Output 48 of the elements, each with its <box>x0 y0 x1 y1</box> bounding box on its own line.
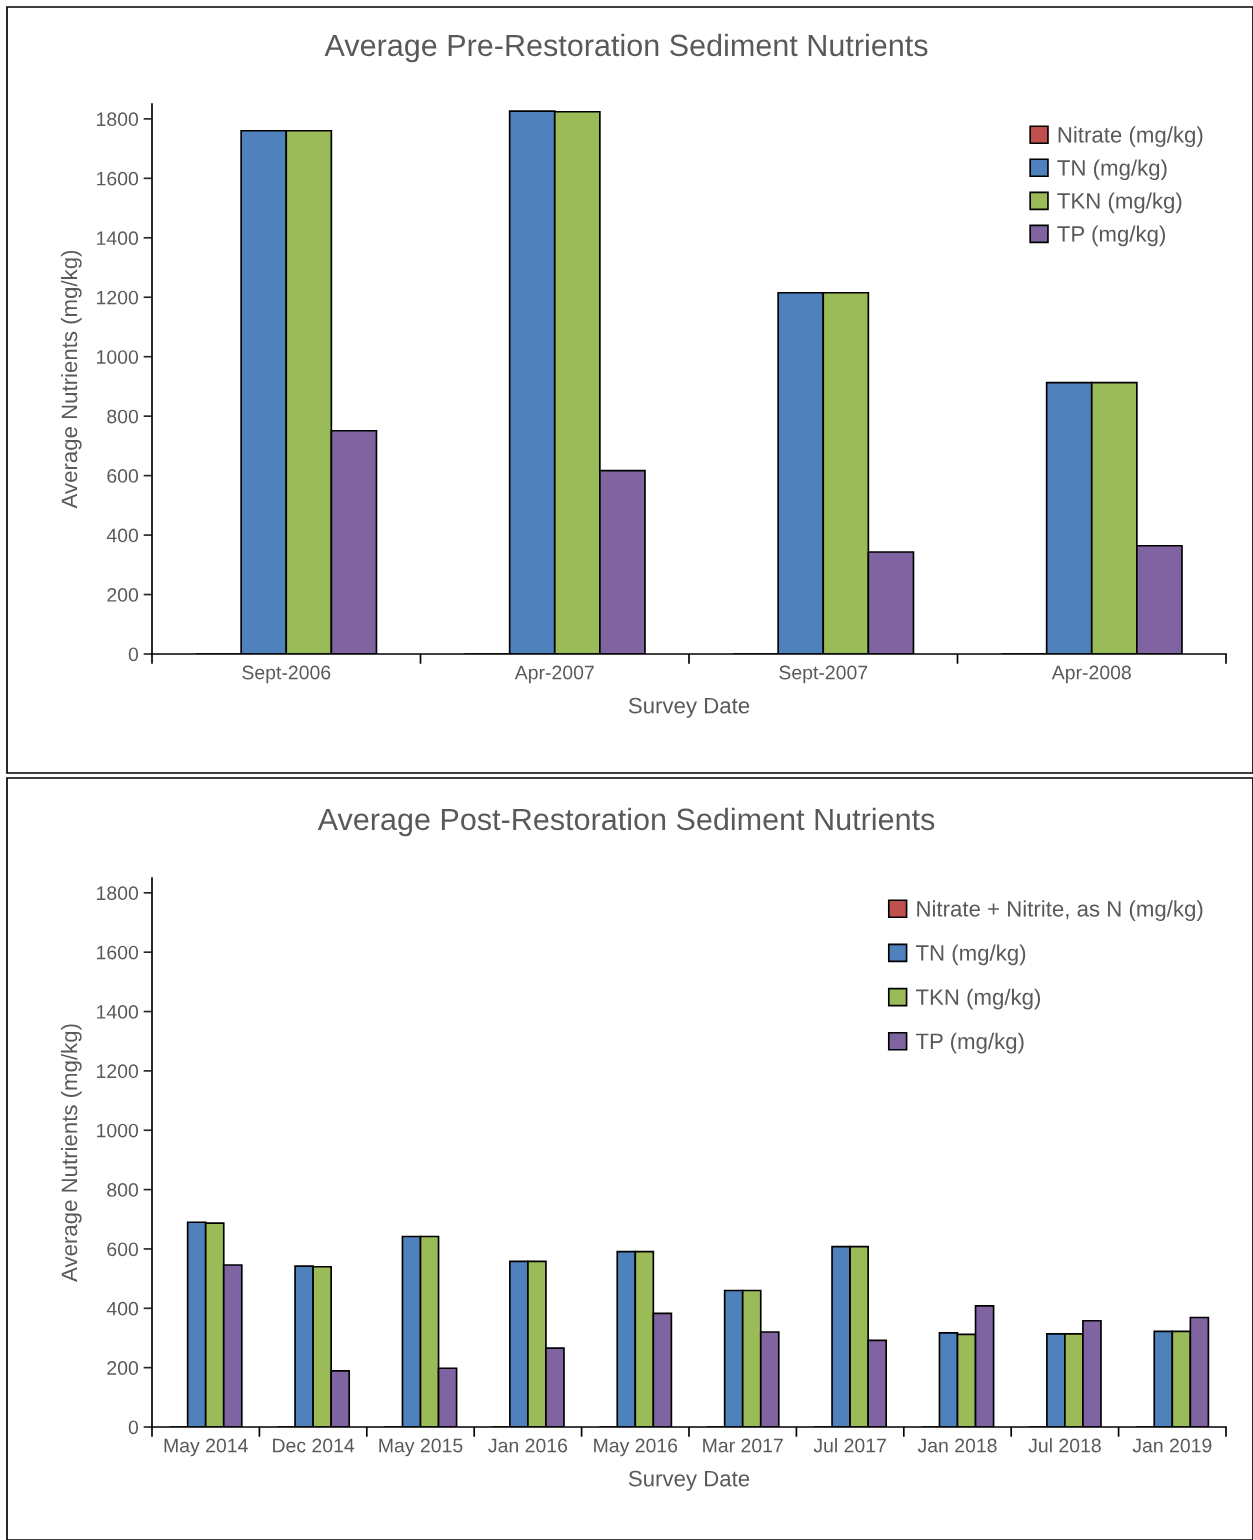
y-tick-label: 1000 <box>97 350 139 364</box>
legend-label: Nitrate + Nitrite, as N (mg/kg) <box>917 900 1203 922</box>
legend-label: TP (mg/kg) <box>1057 225 1165 247</box>
legend-label: Nitrate (mg/kg) <box>1058 126 1203 148</box>
y-axis-title: Average Nutrients (mg/kg) <box>60 1024 82 1282</box>
x-tick-label: Mar 2017 <box>703 1438 783 1453</box>
x-tick-label: May 2015 <box>379 1438 463 1457</box>
y-tick-label: 1200 <box>97 1064 139 1079</box>
x-tick-label: May 2014 <box>164 1438 248 1457</box>
legend-label: TN (mg/kg) <box>1057 159 1167 181</box>
legend-label: TKN (mg/kg) <box>915 988 1041 1010</box>
x-tick-label: Jan 2018 <box>917 1438 997 1453</box>
x-tick-label: May 2016 <box>594 1438 678 1457</box>
x-tick-label: Sept-2006 <box>242 665 331 684</box>
y-tick-label: 200 <box>107 588 139 602</box>
x-tick-label: Jan 2016 <box>488 1438 568 1453</box>
x-tick-label: Sept-2007 <box>779 665 868 684</box>
y-tick-label: 0 <box>128 1420 139 1435</box>
legend-label: TP (mg/kg) <box>915 1032 1024 1054</box>
y-tick-label: 1400 <box>97 1005 139 1019</box>
y-tick-label: 400 <box>106 1301 139 1316</box>
x-axis-title: Survey Date <box>628 1470 750 1491</box>
y-tick-label: 600 <box>107 1242 139 1257</box>
x-tick-label: Jul 2018 <box>1028 1438 1101 1453</box>
x-tick-label: Dec 2014 <box>273 1438 355 1453</box>
chart-title: Average Post-Restoration Sediment Nutrients <box>317 807 935 837</box>
y-tick-label: 1600 <box>97 171 139 186</box>
y-tick-label: 200 <box>107 1361 139 1375</box>
y-tick-label: 1400 <box>97 231 139 246</box>
x-tick-label: Apr-2008 <box>1051 665 1131 684</box>
y-tick-label: 1000 <box>97 1123 139 1138</box>
y-tick-label: 1600 <box>97 945 139 960</box>
legend-label: TKN (mg/kg) <box>1057 192 1182 214</box>
y-tick-label: 800 <box>107 409 139 424</box>
y-tick-label: 1800 <box>97 886 139 901</box>
y-tick-label: 1800 <box>97 112 139 127</box>
x-tick-label: Apr-2007 <box>514 665 594 684</box>
y-tick-label: 0 <box>128 647 139 662</box>
y-tick-label: 600 <box>107 469 139 483</box>
y-axis-title: Average Nutrients (mg/kg) <box>60 250 82 509</box>
y-tick-label: 1200 <box>97 290 139 305</box>
y-tick-label: 400 <box>106 528 139 543</box>
x-tick-label: Jan 2019 <box>1132 1438 1212 1453</box>
legend-label: TN (mg/kg) <box>915 944 1026 966</box>
x-tick-label: Jul 2017 <box>813 1438 886 1453</box>
chart-title: Average Pre-Restoration Sediment Nutrients <box>324 33 928 63</box>
y-tick-label: 800 <box>107 1183 139 1197</box>
x-axis-title: Survey Date <box>628 697 750 718</box>
